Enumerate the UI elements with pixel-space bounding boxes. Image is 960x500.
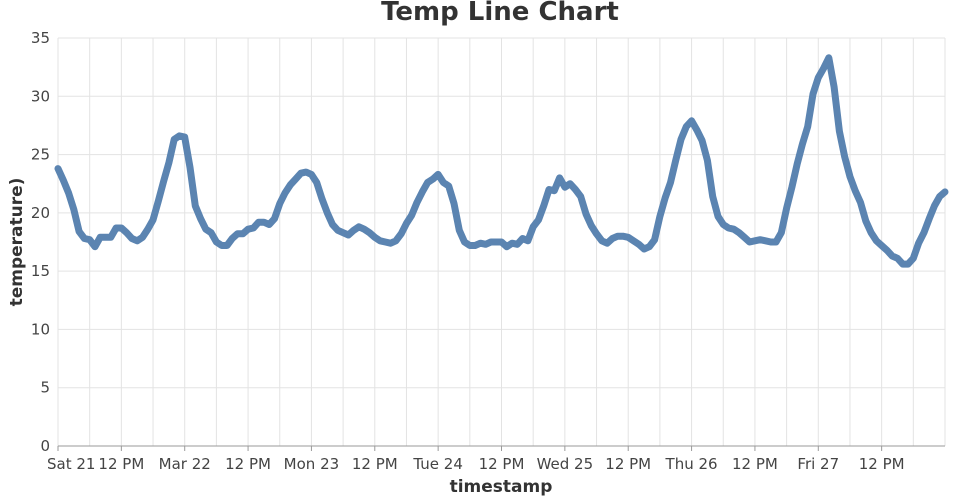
x-tick-label: Thu 26	[665, 455, 718, 473]
x-tick-label: 12 PM	[479, 455, 525, 473]
x-tick-label: Mar 22	[159, 455, 211, 473]
y-tick-label: 30	[31, 87, 50, 105]
y-tick-label: 5	[40, 379, 50, 397]
y-tick-label: 20	[31, 204, 50, 222]
chart-title: Temp Line Chart	[381, 0, 619, 27]
x-tick-label: Tue 24	[412, 455, 462, 473]
y-tick-label: 25	[31, 146, 50, 164]
x-tick-label: 12 PM	[859, 455, 905, 473]
y-axis-title: temperature)	[7, 178, 27, 307]
y-tick-label: 10	[31, 320, 50, 338]
temperature-series-line	[54, 54, 949, 268]
x-tick-label: 12 PM	[352, 455, 398, 473]
x-tick-label: Fri 27	[797, 455, 839, 473]
plot-area	[54, 54, 949, 268]
y-tick-label: 0	[40, 437, 50, 455]
x-tick-label: 12 PM	[225, 455, 271, 473]
x-tick-label: 12 PM	[732, 455, 778, 473]
x-tick-label: 12 PM	[605, 455, 651, 473]
x-axis-title: timestamp	[450, 477, 553, 497]
x-tick-label: Wed 25	[537, 455, 594, 473]
x-tick-label: Mon 23	[284, 455, 339, 473]
y-tick-label: 35	[31, 29, 50, 47]
y-tick-label: 15	[31, 262, 50, 280]
x-tick-label: Sat 21	[47, 455, 95, 473]
x-tick-label: 12 PM	[98, 455, 144, 473]
